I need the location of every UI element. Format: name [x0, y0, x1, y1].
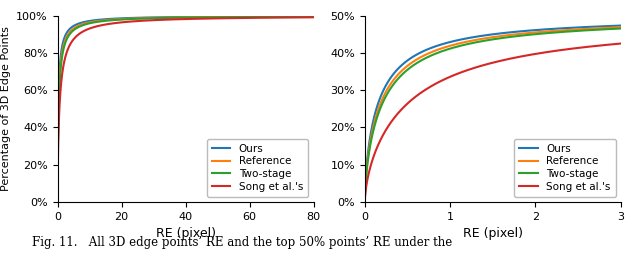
Text: Fig. 11.   All 3D edge points’ RE and the top 50% points’ RE under the: Fig. 11. All 3D edge points’ RE and the … — [32, 236, 452, 249]
Song et al.'s — [98, 24, 106, 27]
Song et al.'s — [305, 16, 312, 19]
Song et al.'s — [405, 100, 413, 104]
Song et al.'s — [310, 16, 317, 19]
Reference — [152, 16, 159, 19]
Two-stage — [98, 20, 106, 23]
Reference — [612, 26, 620, 29]
Two-stage — [152, 17, 159, 20]
Two-stage — [310, 15, 317, 18]
Song et al.'s — [361, 200, 369, 204]
Song et al.'s — [459, 70, 467, 73]
Line: Ours: Ours — [365, 26, 621, 202]
Line: Two-stage: Two-stage — [365, 28, 621, 202]
Two-stage — [54, 200, 61, 204]
Reference — [310, 15, 317, 18]
Ours — [277, 15, 285, 18]
Ours — [470, 35, 478, 39]
Reference — [405, 63, 413, 66]
Song et al.'s — [152, 18, 159, 21]
X-axis label: RE (pixel): RE (pixel) — [463, 227, 523, 240]
Song et al.'s — [277, 16, 285, 19]
Reference — [83, 21, 91, 25]
Ours — [459, 38, 467, 41]
Reference — [584, 27, 592, 30]
Two-stage — [470, 41, 478, 44]
Line: Reference: Reference — [365, 27, 621, 202]
Reference — [54, 200, 61, 204]
Reference — [277, 15, 285, 18]
Ours — [310, 15, 317, 18]
Legend: Ours, Reference, Two-stage, Song et al.'s: Ours, Reference, Two-stage, Song et al.'… — [207, 139, 308, 197]
Ours — [390, 72, 398, 75]
Song et al.'s — [390, 117, 398, 120]
Line: Ours: Ours — [58, 16, 314, 202]
Two-stage — [277, 15, 285, 18]
Ours — [305, 15, 312, 18]
Ours — [612, 24, 620, 27]
Two-stage — [305, 15, 312, 18]
Y-axis label: Percentage of 3D Edge Points: Percentage of 3D Edge Points — [1, 26, 11, 191]
Ours — [54, 200, 61, 204]
Ours — [152, 16, 159, 19]
Two-stage — [163, 16, 171, 19]
Legend: Ours, Reference, Two-stage, Song et al.'s: Ours, Reference, Two-stage, Song et al.'… — [514, 139, 616, 197]
Two-stage — [83, 23, 91, 26]
Reference — [617, 26, 625, 29]
Line: Reference: Reference — [58, 16, 314, 202]
Ours — [405, 58, 413, 61]
Song et al.'s — [612, 42, 620, 46]
Reference — [390, 78, 398, 81]
X-axis label: RE (pixel): RE (pixel) — [156, 227, 216, 240]
Ours — [163, 16, 171, 19]
Ours — [98, 18, 106, 21]
Two-stage — [612, 27, 620, 30]
Ours — [361, 200, 369, 204]
Two-stage — [459, 44, 467, 47]
Reference — [305, 15, 312, 18]
Reference — [361, 200, 369, 204]
Ours — [83, 20, 91, 23]
Ours — [584, 25, 592, 28]
Line: Two-stage: Two-stage — [58, 17, 314, 202]
Line: Song et al.'s: Song et al.'s — [365, 44, 621, 202]
Two-stage — [584, 29, 592, 32]
Song et al.'s — [470, 66, 478, 69]
Reference — [470, 39, 478, 42]
Two-stage — [405, 67, 413, 70]
Two-stage — [361, 200, 369, 204]
Reference — [98, 19, 106, 22]
Reference — [459, 41, 467, 44]
Two-stage — [390, 82, 398, 85]
Song et al.'s — [584, 45, 592, 48]
Song et al.'s — [163, 18, 171, 21]
Reference — [163, 16, 171, 19]
Ours — [617, 24, 625, 27]
Song et al.'s — [54, 200, 61, 204]
Song et al.'s — [83, 28, 91, 31]
Song et al.'s — [617, 42, 625, 45]
Two-stage — [617, 27, 625, 30]
Line: Song et al.'s: Song et al.'s — [58, 17, 314, 202]
